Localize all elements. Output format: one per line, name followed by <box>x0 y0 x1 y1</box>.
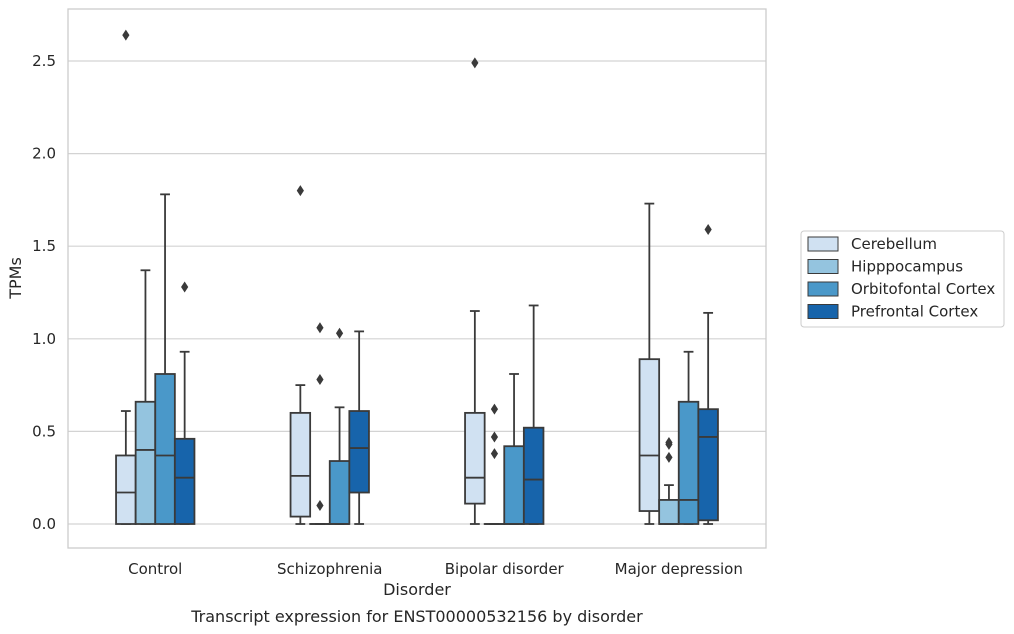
box-iqr <box>134 400 157 525</box>
box-orbitofontal-cortex <box>328 327 351 525</box>
box-iqr <box>522 426 545 525</box>
box-iqr <box>348 410 370 494</box>
outlier-point <box>704 224 712 236</box>
y-tick-label: 1.5 <box>32 237 56 255</box>
box-hipppocampus <box>658 437 680 525</box>
outlier-point <box>316 374 324 386</box>
box-iqr <box>289 411 312 518</box>
box-iqr <box>115 454 137 525</box>
x-tick-label: Schizophrenia <box>277 560 382 578</box>
chart-caption: Transcript expression for ENST0000053215… <box>190 607 643 626</box>
box-hipppocampus <box>134 269 157 525</box>
box-hipppocampus <box>483 403 506 525</box>
box-iqr <box>697 408 719 522</box>
box-iqr <box>464 411 486 505</box>
y-tick-label: 2.5 <box>32 52 56 70</box>
legend-items: Cerebellum Hipppocampus Orbitofontal Corte… <box>807 235 995 321</box>
outlier-point <box>471 57 479 69</box>
outlier-point <box>122 29 130 41</box>
outlier-point <box>181 281 189 293</box>
box-cerebellum <box>638 202 661 525</box>
box-iqr <box>154 373 176 525</box>
y-tick-label: 0.5 <box>32 422 56 440</box>
box-orbitofontal-cortex <box>677 350 700 525</box>
box-iqr <box>638 358 661 512</box>
box-iqr <box>173 437 196 525</box>
legend-label: Hipppocampus <box>851 258 963 276</box>
x-tick-label: Major depression <box>615 560 743 578</box>
box-prefrontal-cortex <box>173 281 196 525</box>
y-tick-label: 2.0 <box>32 145 56 163</box>
outlier-point <box>490 403 499 415</box>
box-iqr <box>658 499 680 525</box>
y-tick-label: 0.0 <box>32 515 56 533</box>
legend-swatch <box>807 304 839 319</box>
box-orbitofontal-cortex <box>154 193 176 525</box>
y-axis-title: TPMs <box>6 257 25 300</box>
plot-area-frame <box>67 8 767 549</box>
legend-item: Cerebellum <box>807 235 937 253</box>
legend: Cerebellum Hipppocampus Orbitofontal Corte… <box>800 230 1005 328</box>
legend-label: Cerebellum <box>851 235 937 253</box>
legend-item: Orbitofontal Cortex <box>807 280 995 298</box>
x-axis-title: Disorder <box>383 580 451 599</box>
outlier-point <box>316 322 324 334</box>
box-orbitofontal-cortex <box>503 373 525 525</box>
box-series-layer <box>115 29 719 525</box>
x-tick-label: Bipolar disorder <box>445 560 565 578</box>
x-axis-ticks: Control Schizophrenia Bipolar disorder Majo… <box>128 560 743 578</box>
outlier-point <box>490 431 499 443</box>
box-iqr <box>328 460 351 525</box>
box-iqr <box>503 445 525 525</box>
legend-item: Hipppocampus <box>807 258 963 276</box>
box-prefrontal-cortex <box>348 330 370 525</box>
legend-swatch <box>807 259 839 274</box>
outlier-point <box>335 327 344 339</box>
outlier-point <box>490 448 499 460</box>
legend-swatch <box>807 281 839 297</box>
legend-frame <box>800 230 1005 328</box>
box-prefrontal-cortex <box>522 304 545 525</box>
legend-label: Prefrontal Cortex <box>851 303 978 321</box>
x-tick-label: Control <box>128 560 182 578</box>
box-cerebellum <box>115 29 137 525</box>
box-cerebellum <box>289 185 312 525</box>
box-iqr <box>677 400 700 525</box>
box-prefrontal-cortex <box>697 224 719 525</box>
outlier-point <box>665 451 673 463</box>
y-axis-ticks: 0.0 0.5 1.0 1.5 2.0 2.5 <box>32 52 56 533</box>
legend-label: Orbitofontal Cortex <box>851 280 995 298</box>
outlier-point <box>665 437 673 449</box>
outlier-point <box>316 499 324 511</box>
outlier-point <box>296 185 304 197</box>
y-tick-label: 1.0 <box>32 330 56 348</box>
box-hipppocampus <box>309 322 331 525</box>
box-cerebellum <box>464 57 486 525</box>
legend-item: Prefrontal Cortex <box>807 303 978 321</box>
legend-swatch <box>807 236 839 252</box>
